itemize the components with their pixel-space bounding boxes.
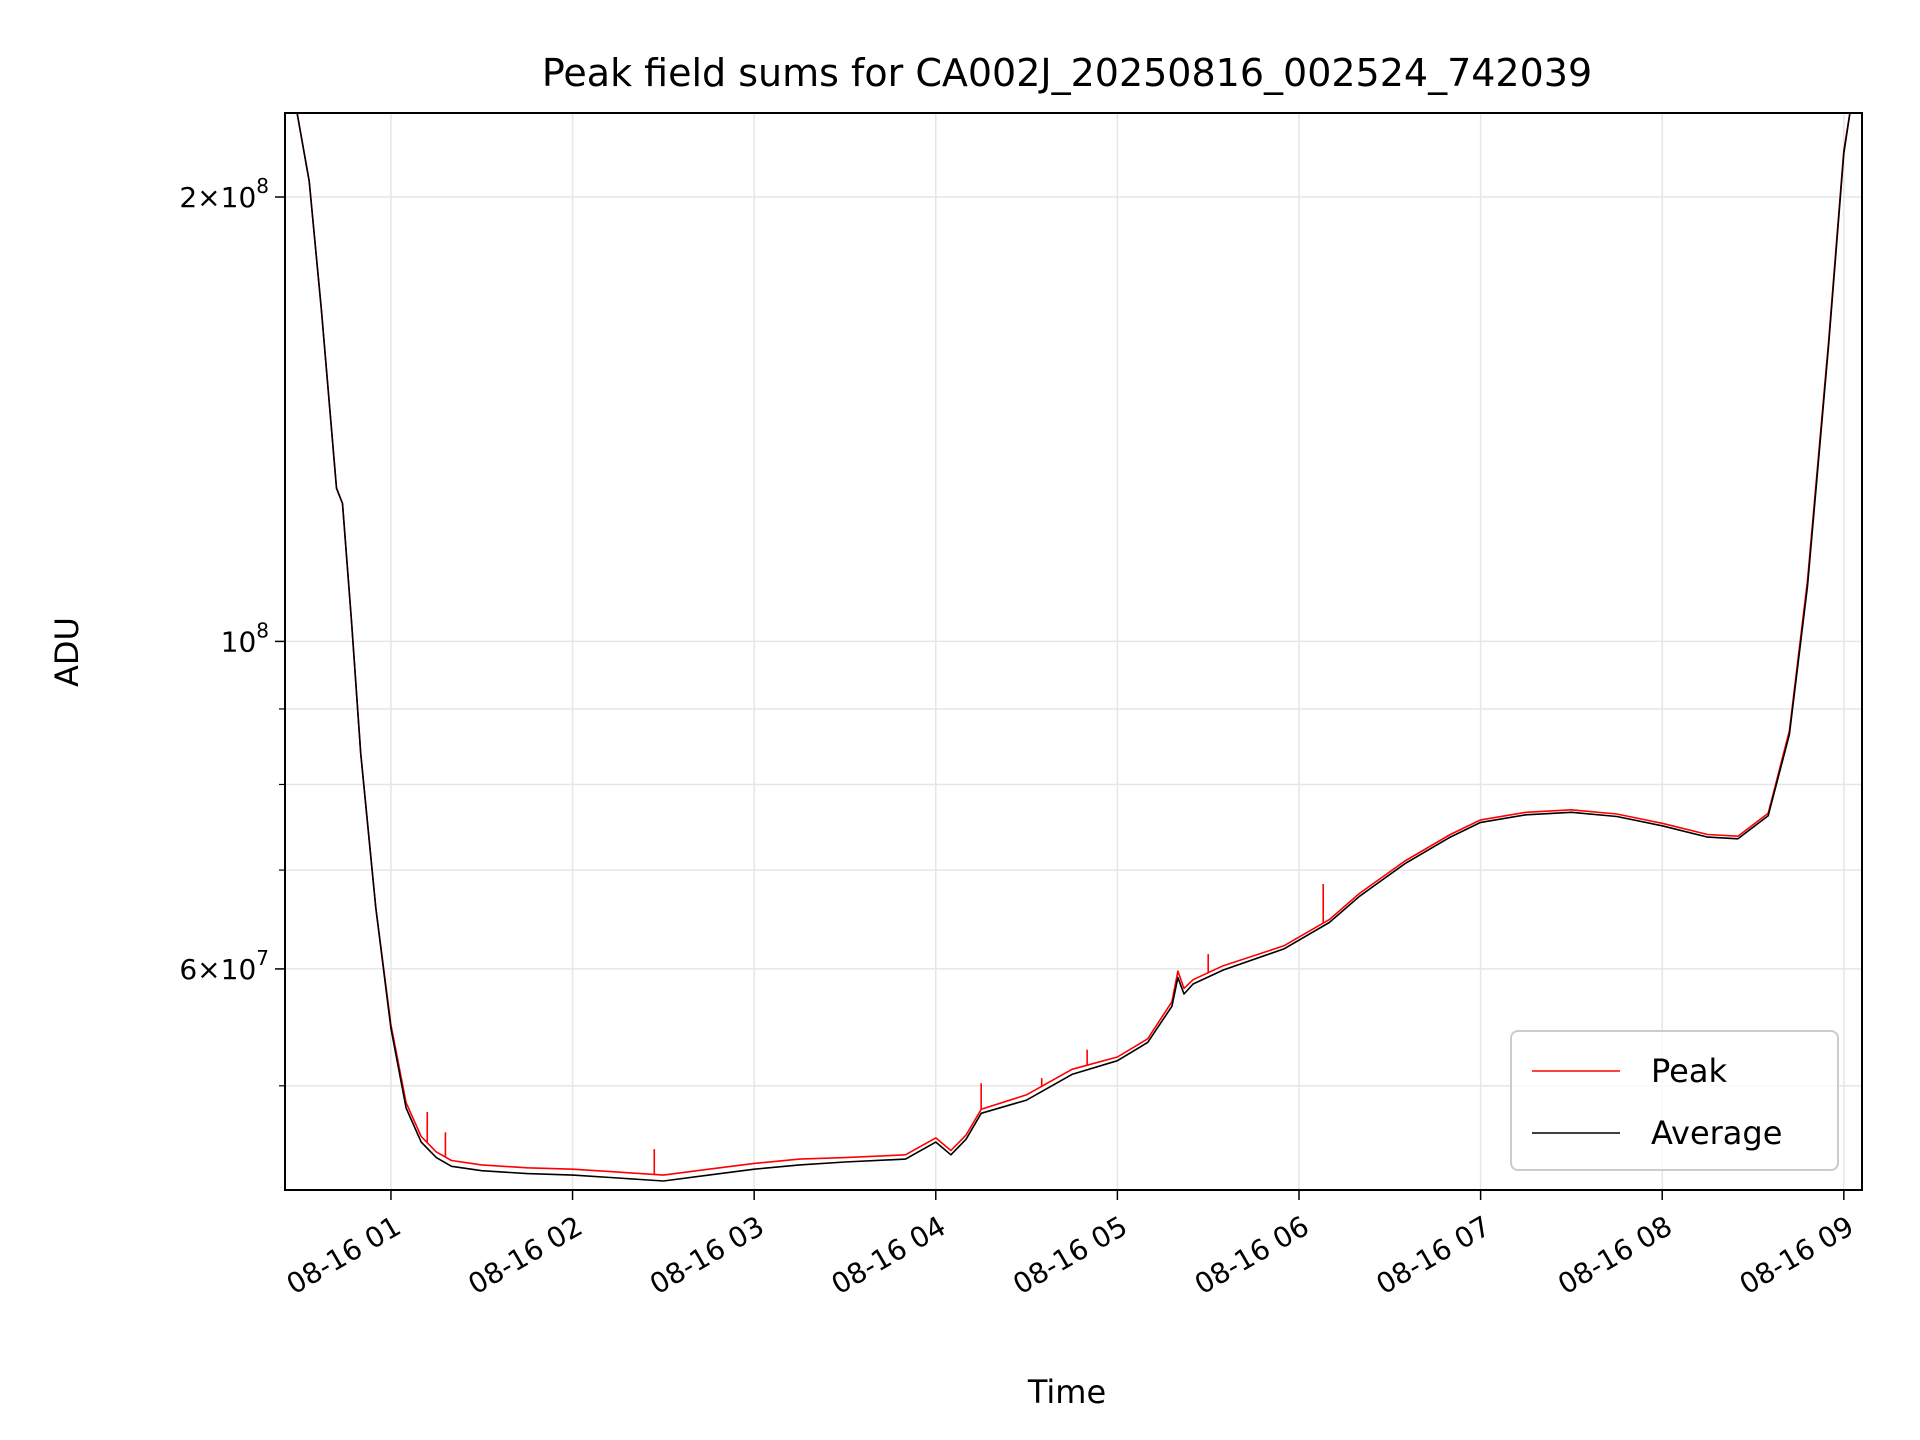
y-tick-base: 2 (179, 181, 197, 214)
y-axis-label: ADU (48, 617, 86, 687)
y-tick-exponent: 7 (256, 946, 269, 970)
legend-label-average: Average (1651, 1114, 1782, 1152)
legend-label-peak: Peak (1651, 1052, 1727, 1090)
y-tick-label: 108 (221, 618, 269, 658)
y-tick-times: ×10 (197, 953, 256, 986)
y-tick-base: 10 (221, 625, 257, 658)
series-line-average (285, 113, 1862, 1182)
y-tick-exponent: 8 (256, 618, 269, 642)
legend: Peak Average (1510, 1030, 1839, 1171)
series-average (285, 113, 1862, 1182)
y-tick-times: ×10 (197, 181, 256, 214)
plot-series (285, 113, 1862, 1182)
y-tick-label: 6×107 (179, 946, 269, 986)
y-tick-base: 6 (179, 953, 197, 986)
x-axis-label: Time (1027, 1373, 1106, 1411)
plot-frame (284, 112, 1863, 1191)
chart-title: Peak field sums for CA002J_20250816_0025… (542, 51, 1592, 95)
y-tick-label: 2×108 (179, 174, 269, 214)
y-tick-exponent: 8 (256, 174, 269, 198)
legend-box (1510, 1030, 1839, 1171)
